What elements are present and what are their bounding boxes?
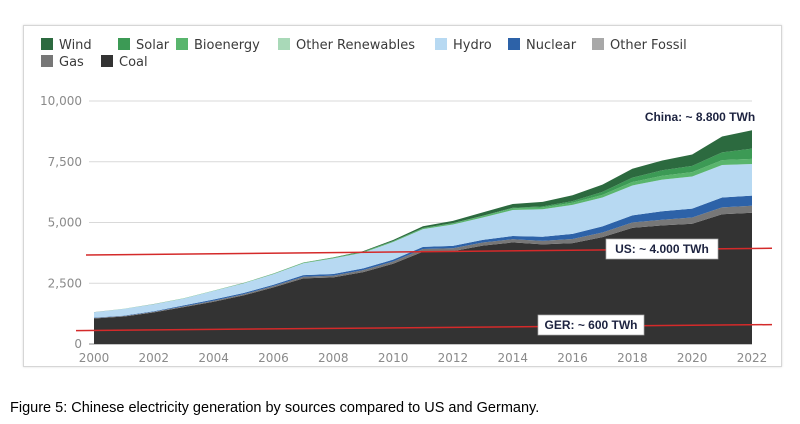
legend-swatch-wind: [41, 38, 53, 50]
x-tick-label-2002: 2002: [139, 351, 170, 365]
chart-frame: Wind Solar Bioenergy Other Renewables Hydro N…: [23, 25, 782, 367]
legend-label-solar: Solar: [136, 38, 170, 53]
x-tick-label-2010: 2010: [378, 351, 409, 365]
legend-label-coal: Coal: [119, 55, 148, 70]
y-tick-label-5-000: 5,000: [48, 216, 82, 230]
legend-swatch-other-fossil: [592, 38, 604, 50]
legend-swatch-nuclear: [508, 38, 520, 50]
china-annotation-label: China: ~ 8.800 TWh: [645, 110, 755, 124]
x-tick-label-2006: 2006: [258, 351, 289, 365]
legend-label-other-renewables: Other Renewables: [296, 38, 415, 53]
area-coal: [94, 212, 752, 344]
legend-label-bioenergy: Bioenergy: [194, 38, 260, 53]
x-tick-label-2000: 2000: [79, 351, 110, 365]
legend-swatch-hydro: [435, 38, 447, 50]
x-tick-label-2008: 2008: [318, 351, 349, 365]
x-tick-label-2016: 2016: [557, 351, 588, 365]
germany-annotation-box: [537, 314, 645, 336]
legend-label-gas: Gas: [59, 55, 84, 70]
y-tick-label-0: 0: [74, 337, 82, 351]
x-tick-label-2018: 2018: [617, 351, 648, 365]
legend-swatch-other-renewables: [278, 38, 290, 50]
x-tick-label-2020: 2020: [677, 351, 708, 365]
x-tick-label-2022: 2022: [737, 351, 768, 365]
x-tick-label-2014: 2014: [497, 351, 528, 365]
legend-swatch-bioenergy: [176, 38, 188, 50]
chart-svg: Wind Solar Bioenergy Other Renewables Hydro N…: [40, 38, 773, 365]
x-tick-label-2004: 2004: [198, 351, 229, 365]
figure-caption: Figure 5: Chinese electricity generation…: [10, 400, 540, 416]
legend-label-wind: Wind: [59, 38, 92, 53]
area-bioenergy: [94, 158, 752, 313]
y-tick-label-2-500: 2,500: [48, 276, 82, 290]
china-annotation-box: [630, 108, 770, 126]
legend-label-nuclear: Nuclear: [526, 38, 577, 53]
x-tick-label-2012: 2012: [438, 351, 469, 365]
legend-swatch-solar: [118, 38, 130, 50]
us-annotation-label: US: ~ 4.000 TWh: [615, 242, 709, 256]
legend-label-other-fossil: Other Fossil: [610, 38, 687, 53]
germany-reference-line: [75, 323, 773, 332]
area-gas: [94, 205, 752, 319]
legend-label-hydro: Hydro: [453, 38, 492, 53]
us-annotation-box: [605, 238, 719, 260]
legend-swatch-coal: [101, 55, 113, 67]
legend-swatch-gas: [41, 55, 53, 67]
germany-annotation-label: GER: ~ 600 TWh: [544, 318, 637, 332]
y-tick-label-10-000: 10,000: [40, 94, 82, 108]
area-hydro: [94, 163, 752, 318]
y-tick-label-7-500: 7,500: [48, 155, 82, 169]
